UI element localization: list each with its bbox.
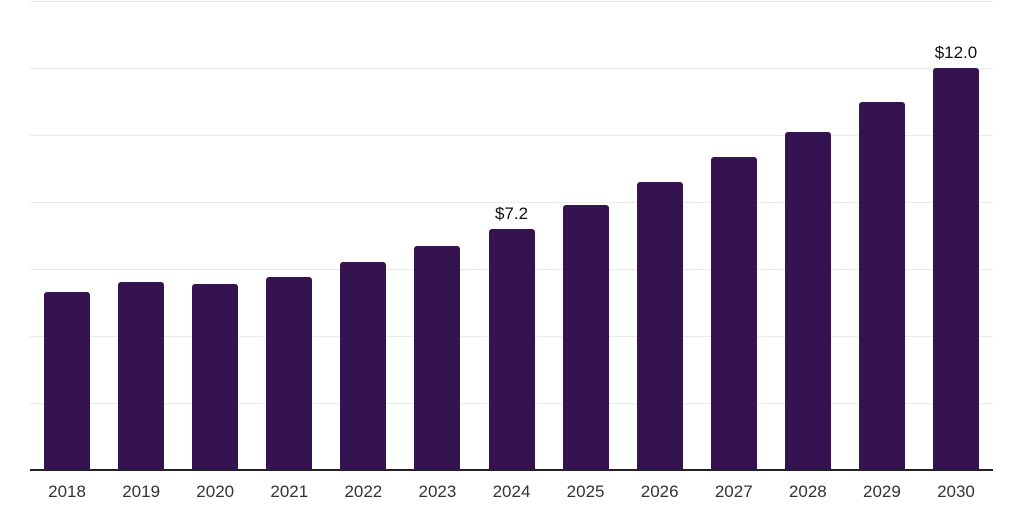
x-tick-label-2023: 2023 <box>418 482 457 501</box>
bar-2026 <box>636 181 683 470</box>
bar-2030 <box>932 68 979 470</box>
bar-2028 <box>784 131 831 470</box>
bar-slot-2029 <box>845 1 919 470</box>
bar-2025 <box>562 205 609 470</box>
data-label-2024: $7.2 <box>494 203 529 223</box>
x-tick-label-2026: 2026 <box>640 482 679 501</box>
x-tick-label-2030: 2030 <box>937 482 975 501</box>
bar-2020 <box>192 284 239 470</box>
gridline-8 <box>30 202 993 203</box>
bar-slot-2020 <box>178 1 252 470</box>
bar-slot-2021 <box>252 1 326 470</box>
bar-slot-2022 <box>326 1 400 470</box>
plot-area: $7.2 $12.0 <box>30 1 993 471</box>
x-tick-label-2018: 2018 <box>48 482 86 501</box>
x-tick-label-2022: 2022 <box>344 482 383 501</box>
bar-2029 <box>858 101 905 470</box>
x-tick-label-2025: 2025 <box>566 482 605 501</box>
bar-2018 <box>44 292 91 470</box>
bar-2021 <box>266 277 313 470</box>
bar-slot-2023 <box>400 1 474 470</box>
bar-2023 <box>414 245 461 470</box>
bar-slot-2026 <box>623 1 697 470</box>
x-tick-label-2029: 2029 <box>862 482 901 501</box>
data-label-2030: $12.0 <box>934 43 978 62</box>
x-tick-label-2028: 2028 <box>788 482 827 501</box>
bar-slot-2028 <box>771 1 845 470</box>
bar-2027 <box>710 156 757 470</box>
x-tick-label-2027: 2027 <box>714 482 753 501</box>
x-tick-label-2024: 2024 <box>492 482 531 501</box>
bar-slot-2025 <box>549 1 623 470</box>
gridline-12 <box>30 68 993 69</box>
x-tick-label-2021: 2021 <box>270 482 309 501</box>
gridline-14 <box>30 1 993 2</box>
bar-2019 <box>118 282 165 470</box>
bar-2022 <box>340 262 387 470</box>
bar-slot-2027 <box>697 1 771 470</box>
bars-container: $7.2 $12.0 <box>30 1 993 470</box>
x-axis-line <box>30 469 993 471</box>
bar-slot-2024: $7.2 <box>474 1 548 470</box>
x-axis-labels: 2018 2019 2020 2021 2022 2023 2024 2025 2026 2027… <box>30 482 993 502</box>
x-tick-label-2019: 2019 <box>122 482 161 501</box>
x-tick-label-2020: 2020 <box>196 482 235 501</box>
bar-slot-2018 <box>30 1 104 470</box>
gridline-10 <box>30 135 993 136</box>
bar-2024 <box>488 228 535 470</box>
bar-slot-2030: $12.0 <box>919 1 993 470</box>
bar-slot-2019 <box>104 1 178 470</box>
